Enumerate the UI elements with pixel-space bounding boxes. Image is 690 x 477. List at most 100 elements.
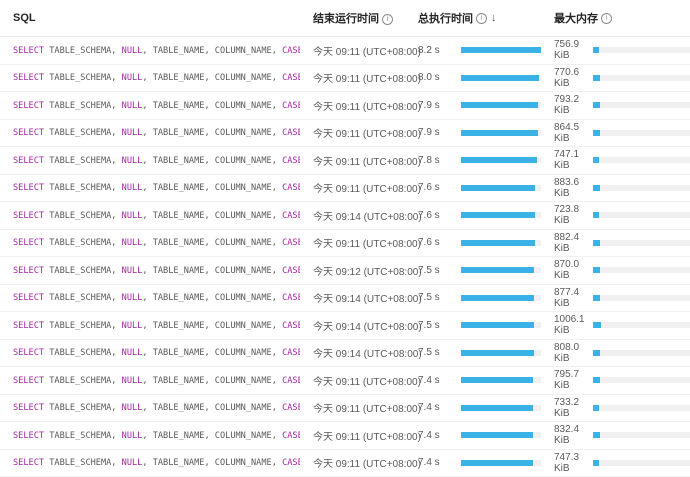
sql-fragment: TABLE_SCHEMA, [44,266,122,276]
table-row[interactable]: SELECT TABLE_SCHEMA, NULL, TABLE_NAME, C… [0,120,690,148]
sql-cell[interactable]: SELECT TABLE_SCHEMA, NULL, TABLE_NAME, C… [0,182,300,193]
sql-keyword-case: CASE WHE… [282,238,300,248]
table-row[interactable]: SELECT TABLE_SCHEMA, NULL, TABLE_NAME, C… [0,340,690,368]
memory-value: 870.0 KiB [554,259,591,281]
column-header-sql[interactable]: SQL [0,12,300,24]
exec-time-cell: 7.4 s [405,430,541,441]
sql-fragment: TABLE_SCHEMA, [44,458,122,468]
sql-cell[interactable]: SELECT TABLE_SCHEMA, NULL, TABLE_NAME, C… [0,72,300,83]
info-circle-icon[interactable]: i [601,13,612,24]
memory-value: 864.5 KiB [554,122,591,144]
sql-keyword-select: SELECT [13,348,44,358]
end-time-cell: 今天 09:11 (UTC+08:00) [300,455,405,470]
table-row[interactable]: SELECT TABLE_SCHEMA, NULL, TABLE_NAME, C… [0,147,690,175]
memory-bar-fill [593,350,599,356]
sql-cell[interactable]: SELECT TABLE_SCHEMA, NULL, TABLE_NAME, C… [0,265,300,276]
sql-fragment: , TABLE_NAME, COLUMN_NAME, [142,73,282,83]
memory-bar [593,432,690,438]
info-circle-icon[interactable]: i [476,13,487,24]
info-circle-icon[interactable]: i [382,14,393,25]
sql-keyword-case: CASE WHE… [282,73,300,83]
table-row[interactable]: SELECT TABLE_SCHEMA, NULL, TABLE_NAME, C… [0,367,690,395]
memory-value: 1006.1 KiB [554,314,591,336]
exec-time-bar [461,212,541,218]
end-time-cell: 今天 09:11 (UTC+08:00) [300,235,405,250]
sql-cell[interactable]: SELECT TABLE_SCHEMA, NULL, TABLE_NAME, C… [0,457,300,468]
sql-fragment: TABLE_SCHEMA, [44,238,122,248]
sql-cell[interactable]: SELECT TABLE_SCHEMA, NULL, TABLE_NAME, C… [0,375,300,386]
sql-cell[interactable]: SELECT TABLE_SCHEMA, NULL, TABLE_NAME, C… [0,237,300,248]
memory-bar-fill [593,377,599,383]
sql-text[interactable]: SELECT TABLE_SCHEMA, NULL, TABLE_NAME, C… [13,266,300,276]
sql-text[interactable]: SELECT TABLE_SCHEMA, NULL, TABLE_NAME, C… [13,211,300,221]
sql-text[interactable]: SELECT TABLE_SCHEMA, NULL, TABLE_NAME, C… [13,458,300,468]
end-time-cell: 今天 09:14 (UTC+08:00) [300,345,405,360]
sql-cell[interactable]: SELECT TABLE_SCHEMA, NULL, TABLE_NAME, C… [0,347,300,358]
sql-text[interactable]: SELECT TABLE_SCHEMA, NULL, TABLE_NAME, C… [13,238,300,248]
sql-cell[interactable]: SELECT TABLE_SCHEMA, NULL, TABLE_NAME, C… [0,402,300,413]
sql-cell[interactable]: SELECT TABLE_SCHEMA, NULL, TABLE_NAME, C… [0,100,300,111]
memory-value: 747.1 KiB [554,149,591,171]
sql-keyword-case: CASE WHE… [282,211,300,221]
memory-bar [593,405,690,411]
exec-time-cell: 7.5 s [405,347,541,358]
end-time-cell: 今天 09:14 (UTC+08:00) [300,318,405,333]
sql-text[interactable]: SELECT TABLE_SCHEMA, NULL, TABLE_NAME, C… [13,348,300,358]
sql-text[interactable]: SELECT TABLE_SCHEMA, NULL, TABLE_NAME, C… [13,403,300,413]
memory-bar-fill [593,295,600,301]
sql-cell[interactable]: SELECT TABLE_SCHEMA, NULL, TABLE_NAME, C… [0,320,300,331]
sql-text[interactable]: SELECT TABLE_SCHEMA, NULL, TABLE_NAME, C… [13,183,300,193]
exec-time-cell: 7.8 s [405,155,541,166]
sql-cell[interactable]: SELECT TABLE_SCHEMA, NULL, TABLE_NAME, C… [0,45,300,56]
table-row[interactable]: SELECT TABLE_SCHEMA, NULL, TABLE_NAME, C… [0,92,690,120]
memory-bar-fill [593,267,600,273]
sql-text[interactable]: SELECT TABLE_SCHEMA, NULL, TABLE_NAME, C… [13,156,300,166]
memory-cell: 882.4 KiB [541,232,690,254]
sql-cell[interactable]: SELECT TABLE_SCHEMA, NULL, TABLE_NAME, C… [0,127,300,138]
sql-text[interactable]: SELECT TABLE_SCHEMA, NULL, TABLE_NAME, C… [13,128,300,138]
memory-bar-fill [593,130,600,136]
exec-time-value: 7.8 s [418,155,461,166]
table-row[interactable]: SELECT TABLE_SCHEMA, NULL, TABLE_NAME, C… [0,422,690,450]
sql-cell[interactable]: SELECT TABLE_SCHEMA, NULL, TABLE_NAME, C… [0,292,300,303]
sort-arrow-down-icon[interactable]: ↓ [491,12,497,24]
table-row[interactable]: SELECT TABLE_SCHEMA, NULL, TABLE_NAME, C… [0,450,690,477]
memory-bar [593,350,690,356]
sql-fragment: , TABLE_NAME, COLUMN_NAME, [142,266,282,276]
table-row[interactable]: SELECT TABLE_SCHEMA, NULL, TABLE_NAME, C… [0,230,690,258]
table-row[interactable]: SELECT TABLE_SCHEMA, NULL, TABLE_NAME, C… [0,65,690,93]
sql-cell[interactable]: SELECT TABLE_SCHEMA, NULL, TABLE_NAME, C… [0,155,300,166]
table-row[interactable]: SELECT TABLE_SCHEMA, NULL, TABLE_NAME, C… [0,202,690,230]
sql-cell[interactable]: SELECT TABLE_SCHEMA, NULL, TABLE_NAME, C… [0,210,300,221]
table-row[interactable]: SELECT TABLE_SCHEMA, NULL, TABLE_NAME, C… [0,312,690,340]
memory-bar [593,377,690,383]
sql-keyword-case: CASE WHE… [282,458,300,468]
sql-text[interactable]: SELECT TABLE_SCHEMA, NULL, TABLE_NAME, C… [13,293,300,303]
memory-value: 877.4 KiB [554,287,591,309]
sql-text[interactable]: SELECT TABLE_SCHEMA, NULL, TABLE_NAME, C… [13,101,300,111]
sql-text[interactable]: SELECT TABLE_SCHEMA, NULL, TABLE_NAME, C… [13,431,300,441]
memory-bar [593,185,690,191]
exec-time-value: 7.5 s [418,347,461,358]
memory-value: 770.6 KiB [554,67,591,89]
table-row[interactable]: SELECT TABLE_SCHEMA, NULL, TABLE_NAME, C… [0,285,690,313]
memory-bar [593,157,690,163]
exec-time-value: 7.5 s [418,320,461,331]
sql-cell[interactable]: SELECT TABLE_SCHEMA, NULL, TABLE_NAME, C… [0,430,300,441]
memory-bar-fill [593,460,599,466]
sql-fragment: , TABLE_NAME, COLUMN_NAME, [142,458,282,468]
end-time-cell: 今天 09:14 (UTC+08:00) [300,290,405,305]
sql-keyword-select: SELECT [13,321,44,331]
sql-text[interactable]: SELECT TABLE_SCHEMA, NULL, TABLE_NAME, C… [13,321,300,331]
sql-text[interactable]: SELECT TABLE_SCHEMA, NULL, TABLE_NAME, C… [13,376,300,386]
sql-text[interactable]: SELECT TABLE_SCHEMA, NULL, TABLE_NAME, C… [13,46,300,56]
table-row[interactable]: SELECT TABLE_SCHEMA, NULL, TABLE_NAME, C… [0,395,690,423]
table-row[interactable]: SELECT TABLE_SCHEMA, NULL, TABLE_NAME, C… [0,37,690,65]
memory-bar-fill [593,322,601,328]
table-row[interactable]: SELECT TABLE_SCHEMA, NULL, TABLE_NAME, C… [0,175,690,203]
table-row[interactable]: SELECT TABLE_SCHEMA, NULL, TABLE_NAME, C… [0,257,690,285]
sql-text[interactable]: SELECT TABLE_SCHEMA, NULL, TABLE_NAME, C… [13,73,300,83]
